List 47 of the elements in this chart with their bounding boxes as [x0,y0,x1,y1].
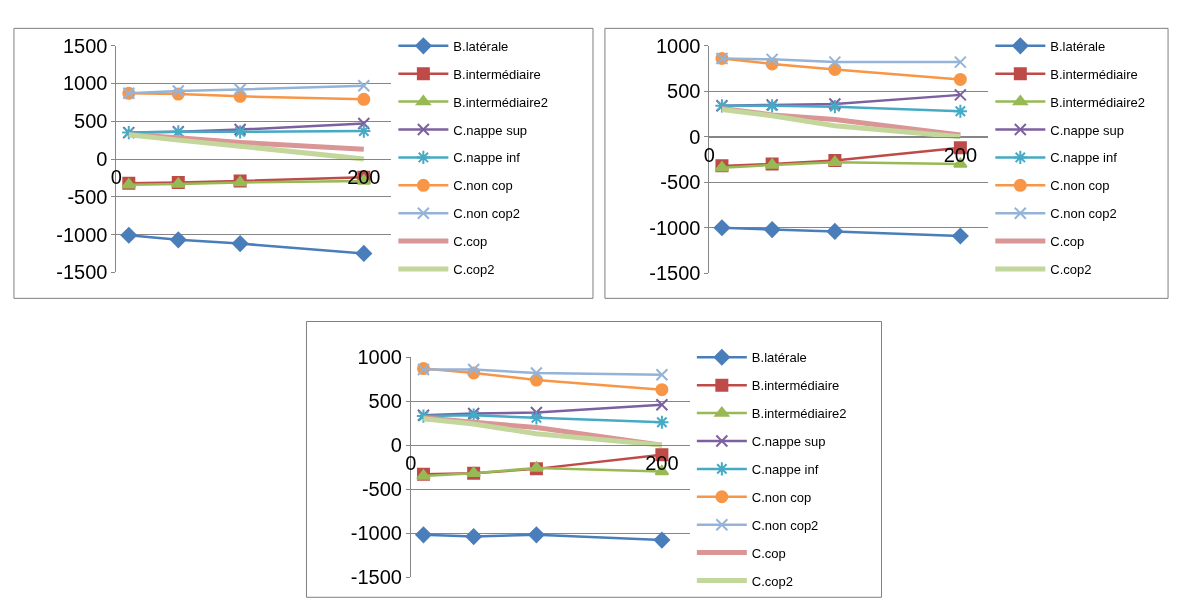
legend-label: C.non cop2 [1050,206,1117,222]
legend-label: C.cop [751,545,786,561]
legend-label: C.cop [453,234,488,250]
legend-label: C.nappe sup [751,434,826,450]
y-tick-label: 0 [689,125,701,148]
legend-label: C.cop2 [1050,262,1092,278]
y-tick-label: 500 [667,80,701,103]
legend-label: C.nappe sup [453,122,528,138]
y-tick-label: -1000 [649,216,701,239]
y-tick-label: 1000 [655,34,701,57]
legend-label: C.cop [1050,234,1085,250]
legend-label: C.non cop2 [751,517,819,533]
legend-label: C.non cop [1050,178,1110,194]
y-tick-label: 1500 [62,34,108,57]
legend-label: C.nappe sup [1050,122,1125,138]
legend-label: B.intermédiaire [453,66,541,82]
legend-label: B.latérale [453,38,509,54]
y-tick-label: 500 [368,390,402,413]
y-tick-label: -1500 [350,566,402,589]
legend-label: C.nappe inf [453,150,521,166]
legend-label: B.latérale [751,350,807,366]
y-tick-label: 1000 [62,72,108,95]
legend-label: C.nappe inf [1050,150,1118,166]
x-tick-label: 200 [943,143,978,166]
legend-label: C.nappe inf [751,461,819,477]
y-tick-label: -500 [660,171,701,194]
y-tick-label: -1500 [649,262,701,285]
y-tick-label: 0 [390,434,402,457]
y-tick-label: -1000 [350,522,402,545]
legend-label: B.intermédiaire2 [751,406,847,422]
legend-label: C.non cop2 [453,206,520,222]
y-tick-label: -1000 [56,223,108,246]
legend-label: B.intermédiaire [751,378,840,394]
x-tick-label: 200 [645,452,679,475]
legend-label: B.latérale [1050,38,1106,54]
y-tick-label: 1000 [357,346,402,369]
y-tick-label: -500 [67,185,108,208]
legend-label: B.intermédiaire2 [1050,94,1145,110]
y-tick-label: -1500 [56,261,108,284]
legend-label: C.non cop [453,178,513,194]
legend-label: B.intermédiaire2 [453,94,549,110]
legend-label: C.non cop [751,489,812,505]
legend-label: B.intermédiaire [1050,66,1138,82]
y-tick-label: -500 [361,478,402,501]
legend-label: C.cop2 [453,262,495,278]
legend-label: C.cop2 [751,573,794,589]
y-tick-label: 500 [74,110,108,133]
